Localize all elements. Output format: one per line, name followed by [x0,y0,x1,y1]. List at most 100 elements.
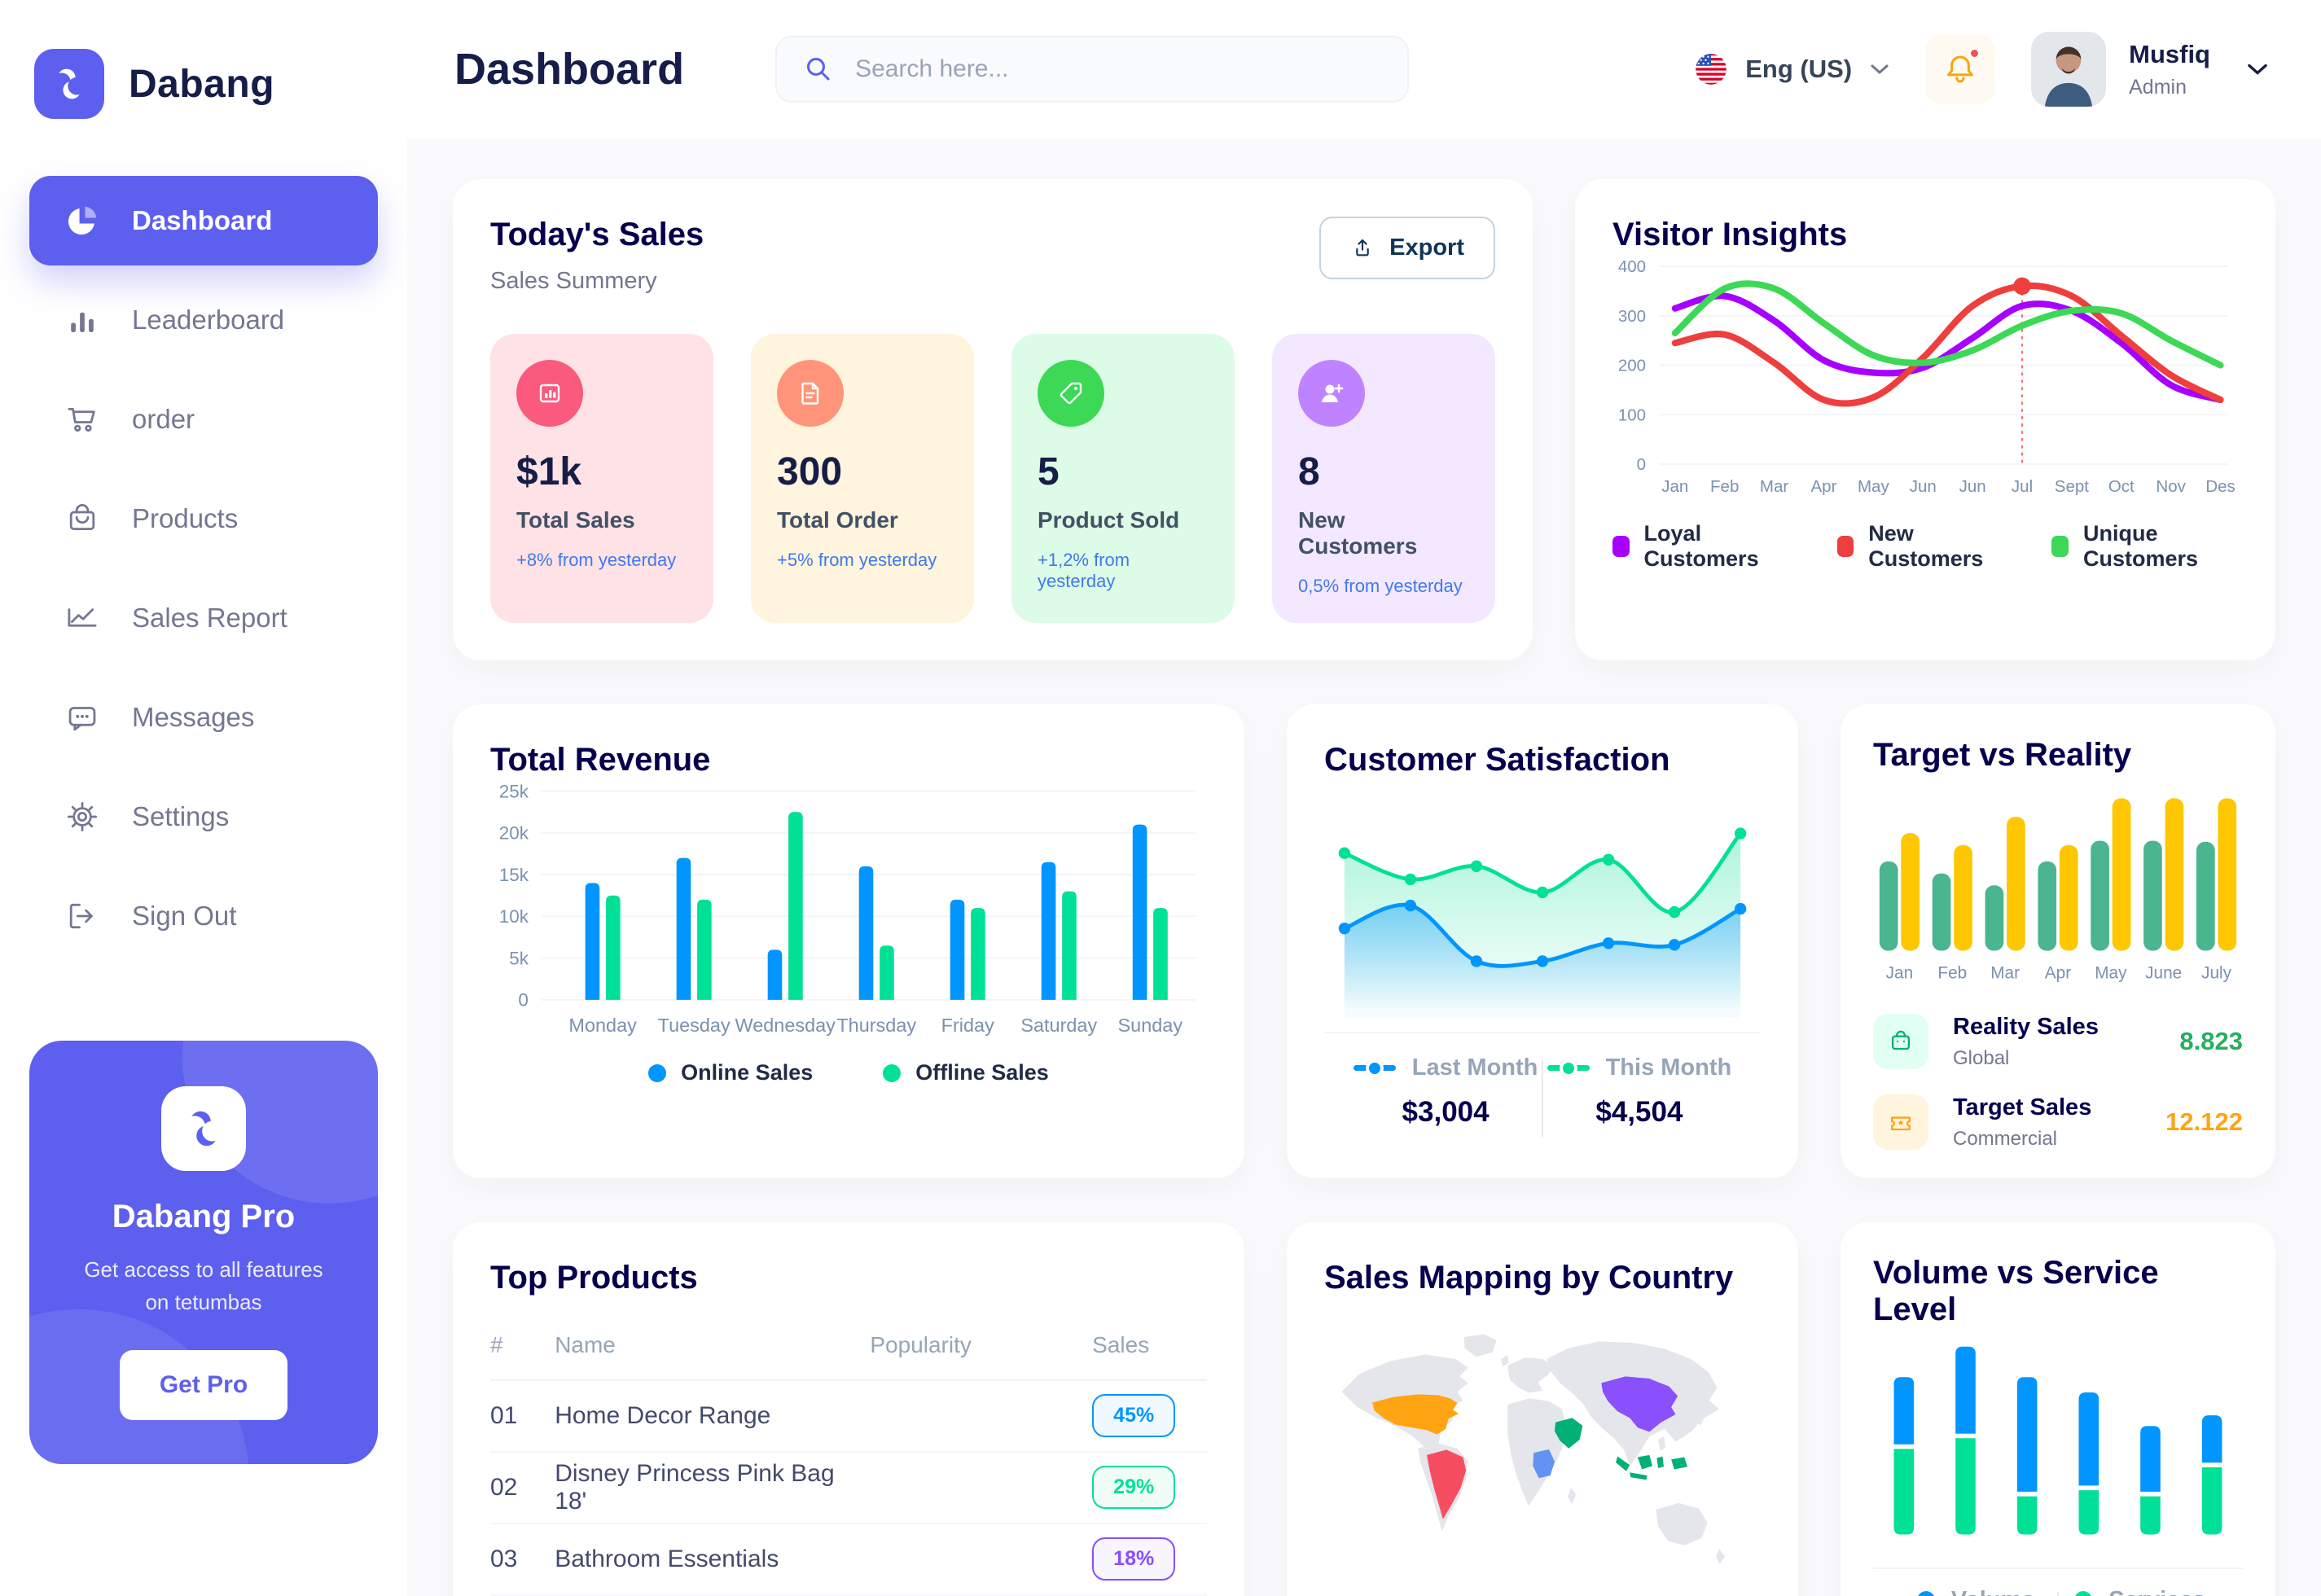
continent-africa [1507,1397,1565,1506]
divider [1324,1032,1761,1034]
customer-satisfaction-legend: Last Month $3,004 This Month $4,504 [1324,1054,1761,1138]
sign-out-icon [64,897,101,935]
island-philippines [1658,1436,1666,1451]
legend-swatch [2051,536,2069,558]
svg-text:400: 400 [1618,257,1646,276]
sidebar-item-settings[interactable]: Settings [29,772,378,862]
column-header: # [490,1331,503,1357]
legend-item: Unique Customers [2051,521,2238,572]
sidebar-item-messages[interactable]: Messages [29,673,378,762]
pie-chart-icon [64,202,101,239]
notification-badge [1968,47,1981,59]
map-country-dr-congo[interactable] [1533,1449,1555,1479]
svg-text:Jan: Jan [1661,477,1688,496]
stat-label: Total Sales [516,507,635,533]
legend-label: Services [2108,1587,2205,1596]
svg-text:Jul: Jul [2012,477,2033,496]
target-vs-reality-title: Target vs Reality [1873,737,2132,773]
svg-text:Feb: Feb [1710,477,1739,496]
legend-item: Volume 1,135 [1894,1587,2057,1596]
legend-label: Volume [1951,1587,2035,1596]
continent-europe [1507,1357,1554,1393]
sales-badge: 29% [1092,1466,1176,1510]
sidebar-item-label: Products [132,503,239,533]
svg-text:Sept: Sept [2055,477,2090,496]
column-header: Popularity [870,1331,972,1357]
map-country-saudi-arabia[interactable] [1555,1418,1583,1449]
legend-label: Offline Sales [915,1060,1049,1085]
profile-chevron-icon[interactable] [2246,62,2269,77]
sidebar-item-leaderboard[interactable]: Leaderboard [29,275,378,365]
dabang-pro-logo-icon [161,1086,246,1171]
sales-chart-icon [516,360,583,427]
legend-label: Reality Sales [1953,1013,2099,1040]
get-pro-button[interactable]: Get Pro [120,1349,287,1420]
continent-uk [1501,1354,1509,1366]
svg-text:10k: 10k [499,906,529,927]
stat-card-new-customers: 8 New Customers 0,5% from yesterday [1272,334,1495,623]
legend-dot [2074,1591,2093,1596]
legend-dot [883,1063,902,1082]
sidebar-item-label: Settings [132,801,230,831]
dabang-logo-icon [34,49,104,119]
top-products-header: # Name Popularity Sales [490,1332,1207,1381]
legend-sublabel: Commercial [1953,1127,2058,1150]
legend-item: Services 635 [2059,1587,2222,1596]
todays-sales-title: Today's Sales [490,217,704,252]
map-country-china[interactable] [1601,1376,1678,1432]
us-flag-icon [1695,53,1727,86]
legend-swatch [1612,536,1630,558]
bar-chart-icon [64,301,101,339]
svg-text:200: 200 [1618,357,1646,375]
svg-text:Wednesday: Wednesday [735,1015,836,1036]
sidebar: Dabang Dashboard Leaderboard order [0,0,407,1596]
tag-icon [1038,360,1104,427]
search-bar [775,36,1410,103]
legend-item: This Month $4,504 [1543,1054,1735,1129]
topbar: Dashboard Eng (US) [407,0,2321,138]
user-profile[interactable]: Musfiq Admin [2031,32,2210,107]
sidebar-item-products[interactable]: Products [29,474,378,563]
table-row: 02 Disney Princess Pink Bag 18' 29% [490,1453,1207,1524]
legend-label: New Customers [1868,521,1984,572]
user-plus-icon [1298,360,1365,427]
stat-value: $1k [516,450,582,493]
stat-delta: +1,2% from yesterday [1038,550,1130,591]
stat-value: 5 [1038,450,1060,493]
total-revenue-chart: 0 5k 10k 15k 20k 25k Monday Tuesday Wednesday Thu… [499,781,1196,1036]
column-header: Name [555,1331,616,1357]
svg-text:5k: 5k [509,948,529,968]
sidebar-item-sales-report[interactable]: Sales Report [29,573,378,663]
sidebar-item-dashboard[interactable]: Dashboard [29,176,378,265]
legend-swatch [1836,536,1854,558]
sidebar-item-order[interactable]: order [29,375,378,464]
sidebar-item-sign-out[interactable]: Sign Out [29,871,378,961]
sales-badge: 18% [1092,1537,1176,1581]
stat-label: Product Sold [1038,507,1180,533]
language-selector[interactable]: Eng (US) [1695,53,1889,86]
target-vs-reality-card: Target vs Reality Jan Feb Mar Apr May June Jul… [1841,704,2275,1178]
total-revenue-title: Total Revenue [490,742,711,778]
notifications-button[interactable] [1925,34,1996,104]
stat-card-total-order: 300 Total Order +5% from yesterday [751,334,974,623]
svg-text:Nov: Nov [2156,477,2186,496]
brand-name: Dabang [129,62,275,106]
export-button[interactable]: Export [1319,217,1495,279]
sales-mapping-title: Sales Mapping by Country [1324,1259,1734,1296]
sidebar-item-label: order [132,404,195,434]
svg-text:Jun: Jun [1910,477,1937,496]
map-country-brazil[interactable] [1426,1449,1467,1519]
shopping-bag-icon [64,500,101,537]
map-country-indonesia[interactable] [1616,1454,1687,1480]
legend-item: Loyal Customers [1612,521,1785,572]
search-input[interactable] [855,55,1382,83]
todays-sales-subtitle: Sales Summery [490,268,657,294]
visitor-insights-title: Visitor Insights [1612,217,1848,252]
product-name: Bathroom Essentials [555,1545,779,1572]
stat-value: 8 [1298,450,1320,493]
total-revenue-legend: Online Sales Offline Sales [490,1060,1207,1085]
shopping-bag-icon [1873,1014,1928,1070]
sales-badge: 45% [1092,1394,1176,1438]
map-country-united-states[interactable] [1371,1394,1459,1435]
svg-text:Sunday: Sunday [1118,1015,1183,1036]
